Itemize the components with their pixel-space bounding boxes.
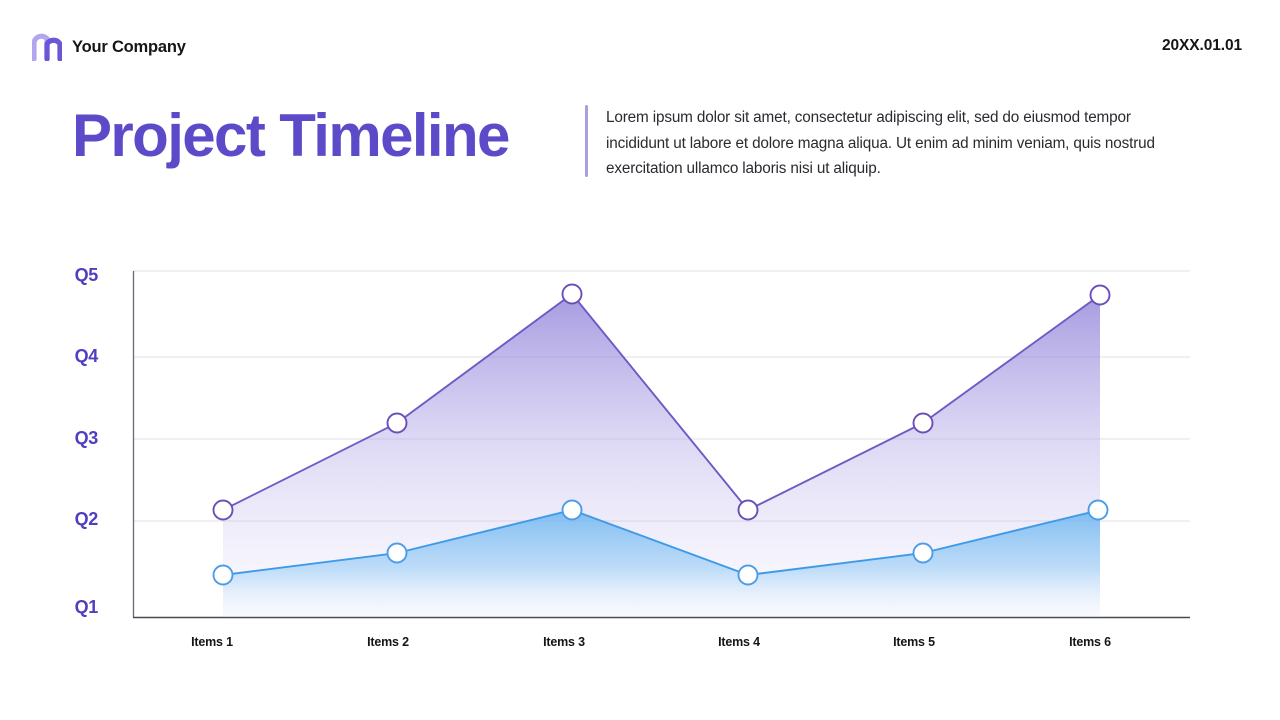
- series-blue-markers: [212, 499, 1109, 586]
- header-date: 20XX.01.01: [1161, 37, 1242, 54]
- title-row: Project Timeline Lorem ipsum dolor sit a…: [0, 100, 1280, 190]
- data-point[interactable]: [212, 564, 234, 586]
- data-point[interactable]: [1089, 284, 1111, 306]
- data-point[interactable]: [912, 542, 934, 564]
- slide-header: Your Company 20XX.01.01: [0, 0, 1280, 95]
- x-tick-label-items-1: Items 1: [191, 635, 233, 649]
- m-logo-icon: [32, 33, 62, 61]
- series-purple: [222, 293, 1101, 617]
- data-point[interactable]: [561, 283, 583, 305]
- description-divider: [585, 105, 588, 177]
- data-point[interactable]: [212, 499, 234, 521]
- description-block: Lorem ipsum dolor sit amet, consectetur …: [585, 105, 1175, 182]
- x-tick-label-items-3: Items 3: [543, 635, 585, 649]
- data-point[interactable]: [912, 412, 934, 434]
- x-tick-label-items-2: Items 2: [367, 635, 409, 649]
- data-point[interactable]: [386, 412, 408, 434]
- data-point[interactable]: [737, 564, 759, 586]
- x-tick-label-items-4: Items 4: [718, 635, 760, 649]
- series-blue-line: [222, 509, 1101, 576]
- data-point[interactable]: [561, 499, 583, 521]
- series-purple-markers: [212, 283, 1111, 521]
- series-blue: [222, 509, 1101, 617]
- data-point[interactable]: [1087, 499, 1109, 521]
- y-tick-label-q4: Q4: [74, 346, 99, 366]
- brand-name: Your Company: [72, 37, 186, 56]
- data-point[interactable]: [386, 542, 408, 564]
- x-tick-label-items-6: Items 6: [1069, 635, 1111, 649]
- description-text: Lorem ipsum dolor sit amet, consectetur …: [606, 109, 1155, 177]
- series-purple-line: [222, 293, 1101, 511]
- y-tick-label-q5: Q5: [74, 265, 99, 285]
- series-purple-area: [223, 294, 1100, 617]
- brand: Your Company: [32, 33, 186, 61]
- page-title: Project Timeline: [72, 102, 510, 169]
- y-tick-label-q1: Q1: [74, 597, 99, 617]
- x-tick-label-items-5: Items 5: [893, 635, 935, 649]
- y-tick-label-q2: Q2: [74, 509, 99, 529]
- data-point[interactable]: [737, 499, 759, 521]
- y-tick-label-q3: Q3: [74, 428, 99, 448]
- series-blue-area: [223, 510, 1100, 617]
